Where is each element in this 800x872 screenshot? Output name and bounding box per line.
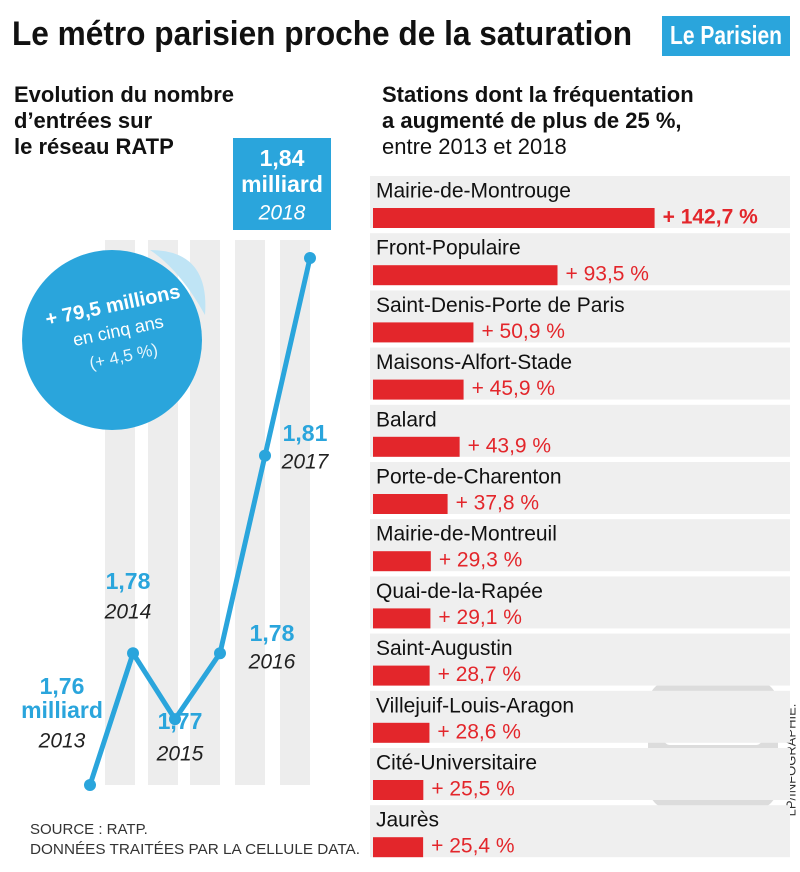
value-label: 1,81 bbox=[283, 420, 328, 446]
station-name: Front-Populaire bbox=[376, 237, 521, 260]
year-label: 2016 bbox=[248, 651, 296, 674]
bar bbox=[373, 551, 431, 572]
value-label: + 28,6 % bbox=[437, 720, 520, 743]
value-label: + 29,3 % bbox=[439, 549, 522, 572]
row-band bbox=[370, 805, 790, 858]
source: DONNÉES TRAITÉES PAR LA CELLULE DATA. bbox=[30, 841, 360, 858]
station-name: Quai-de-la-Rapée bbox=[376, 580, 543, 603]
year-label: 2013 bbox=[38, 730, 86, 753]
value-label: + 25,5 % bbox=[431, 778, 514, 801]
year-label: 2015 bbox=[156, 743, 204, 766]
point bbox=[84, 779, 96, 791]
logo: Le Parisien bbox=[670, 20, 782, 50]
bar bbox=[373, 837, 424, 858]
subtitle: le réseau RATP bbox=[14, 134, 174, 159]
value-label: + 25,4 % bbox=[431, 835, 514, 858]
station-name: Mairie-de-Montreuil bbox=[376, 523, 557, 546]
row-band bbox=[370, 748, 790, 800]
bar bbox=[373, 322, 474, 343]
year-label: 2017 bbox=[281, 451, 330, 474]
point bbox=[259, 449, 271, 462]
value-label: + 43,9 % bbox=[468, 434, 551, 457]
station-name: Cité-Universitaire bbox=[376, 752, 537, 775]
source: SOURCE : RATP. bbox=[30, 821, 148, 838]
sticker-curl bbox=[150, 250, 206, 315]
bar bbox=[373, 379, 464, 400]
year-label: 2018 bbox=[258, 202, 306, 225]
subtitle: Stations dont la fréquentation bbox=[382, 82, 694, 107]
value-label: 1,78 bbox=[106, 568, 151, 594]
line bbox=[87, 257, 313, 786]
unit-label: milliard bbox=[21, 697, 103, 723]
value-label: 1,78 bbox=[250, 620, 295, 646]
title: Le métro parisien proche de la saturatio… bbox=[12, 15, 632, 53]
year-label: 2014 bbox=[104, 601, 152, 624]
value-label: + 142,7 % bbox=[663, 206, 758, 229]
bar bbox=[373, 436, 460, 457]
bar bbox=[373, 780, 424, 800]
subtitle: a augmenté de plus de 25 %, bbox=[382, 108, 682, 133]
logo-box bbox=[662, 16, 790, 56]
point bbox=[169, 713, 181, 726]
value-label: + 37,8 % bbox=[456, 492, 539, 515]
sticker bbox=[22, 250, 202, 430]
value-label: 1,84 bbox=[260, 145, 305, 171]
value-label: + 45,9 % bbox=[472, 377, 555, 400]
station-name: Saint-Denis-Porte de Paris bbox=[376, 294, 625, 317]
station-name: Mairie-de-Montrouge bbox=[376, 180, 571, 203]
value-label: + 28,7 % bbox=[438, 663, 521, 686]
bar bbox=[373, 722, 430, 743]
row-band bbox=[370, 633, 790, 686]
bar bbox=[373, 265, 558, 286]
row-band bbox=[370, 519, 790, 572]
station-name: Jaurès bbox=[376, 809, 439, 832]
point bbox=[127, 647, 139, 660]
highlight-box bbox=[233, 138, 331, 230]
subtitle: entre 2013 et 2018 bbox=[382, 134, 567, 159]
row-band bbox=[370, 690, 790, 743]
bar bbox=[373, 494, 448, 514]
subtitle: Evolution du nombre bbox=[14, 82, 234, 107]
value-label: + 29,1 % bbox=[438, 606, 521, 629]
subtitle: d’entrées sur bbox=[14, 108, 153, 133]
unit-label: milliard bbox=[241, 171, 323, 197]
value-label: 1,77 bbox=[158, 708, 203, 734]
bar bbox=[373, 665, 430, 686]
point bbox=[214, 647, 226, 660]
bar bbox=[373, 608, 431, 629]
station-name: Porte-de-Charenton bbox=[376, 466, 562, 489]
point bbox=[304, 252, 316, 264]
value-label: 1,76 bbox=[40, 673, 85, 699]
station-name: Maisons-Alfort-Stade bbox=[376, 351, 572, 374]
station-name: Saint-Augustin bbox=[376, 637, 513, 660]
value-label: + 50,9 % bbox=[481, 320, 564, 343]
value-label: + 93,5 % bbox=[566, 263, 649, 286]
bar bbox=[373, 208, 655, 228]
row-band bbox=[370, 576, 790, 629]
station-name: Villejuif-Louis-Aragon bbox=[376, 694, 574, 717]
station-name: Balard bbox=[376, 408, 437, 431]
